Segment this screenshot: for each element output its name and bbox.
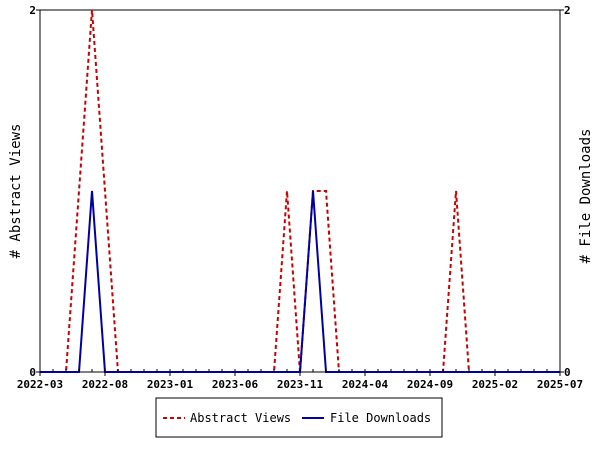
x-tick-label: 2025-07 xyxy=(537,378,583,391)
x-tick-label: 2023-01 xyxy=(147,378,194,391)
x-axis-ticks: 2022-03 2022-08 2023-01 2023-06 2023-11 2024-… xyxy=(17,369,583,391)
plot-frame xyxy=(39,9,561,373)
plot-area: 2022-03 2022-08 2023-01 2023-06 2023-11 2024-… xyxy=(17,9,583,391)
legend-box xyxy=(155,397,443,438)
y-right-axis-title: # File Downloads xyxy=(578,129,594,264)
x-tick-label: 2025-02 xyxy=(472,378,518,391)
x-tick-label: 2024-04 xyxy=(342,378,389,391)
y-left-tick-label-top: 2 xyxy=(29,4,36,17)
y-axis-ticks xyxy=(36,9,564,373)
legend-label-abstract-views: Abstract Views xyxy=(190,411,291,425)
y-right-tick-label-bottom: 0 xyxy=(564,366,571,379)
x-tick-label: 2022-03 xyxy=(17,378,63,391)
legend-label-file-downloads: File Downloads xyxy=(330,411,431,425)
x-tick-label: 2024-09 xyxy=(407,378,453,391)
y-left-axis-title: # Abstract Views xyxy=(8,124,24,259)
y-right-tick-label-top: 2 xyxy=(564,4,571,17)
x-tick-label: 2023-11 xyxy=(277,378,324,391)
x-tick-label: 2023-06 xyxy=(212,378,259,391)
y-left-tick-label-bottom: 0 xyxy=(29,366,36,379)
legend: Abstract Views File Downloads xyxy=(155,397,443,438)
x-tick-label: 2022-08 xyxy=(82,378,128,391)
